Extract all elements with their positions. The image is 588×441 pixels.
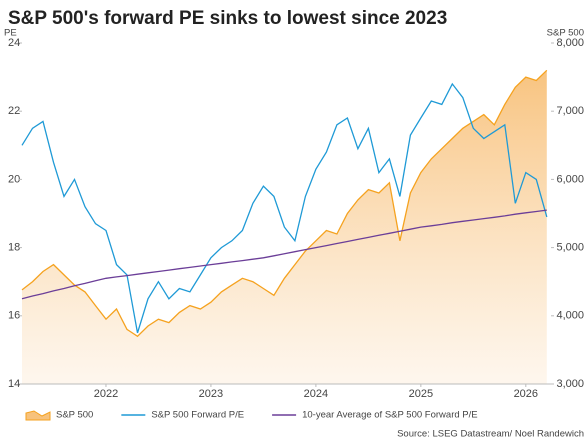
y2-tick-label: 8,000 bbox=[556, 37, 584, 49]
line bbox=[21, 69, 548, 338]
y-tick-label: 14 bbox=[8, 378, 20, 390]
legend-label: S&P 500 bbox=[56, 410, 93, 421]
legend-label: 10-year Average of S&P 500 Forward P/E bbox=[302, 410, 478, 421]
x-tick-label: 2023 bbox=[199, 388, 223, 400]
y2-axis-label: S&P 500 bbox=[547, 28, 584, 39]
area bbox=[22, 70, 547, 385]
x-tick-label: 2024 bbox=[304, 388, 328, 400]
y2-tick-label: 5,000 bbox=[556, 242, 584, 254]
legend-swatch bbox=[25, 410, 51, 421]
chart-title: S&P 500's forward PE sinks to lowest sin… bbox=[8, 8, 447, 29]
x-tick-label: 2025 bbox=[409, 388, 433, 400]
line bbox=[21, 82, 548, 334]
y2-tick-label: 3,000 bbox=[556, 378, 584, 390]
y2-tick-label: 6,000 bbox=[556, 173, 584, 185]
y-tick-label: 16 bbox=[8, 310, 20, 322]
y2-tick-label: 4,000 bbox=[556, 310, 584, 322]
x-tick-label: 2026 bbox=[514, 388, 538, 400]
y-tick-label: 18 bbox=[8, 242, 20, 254]
x-tick-label: 2022 bbox=[94, 388, 118, 400]
legend-label: S&P 500 Forward P/E bbox=[151, 410, 244, 421]
y2-tick-label: 7,000 bbox=[556, 105, 584, 117]
source: Source: LSEG Datastream/ Noel Randewich bbox=[397, 429, 584, 440]
y-tick-label: 22 bbox=[8, 105, 20, 117]
y-tick-label: 20 bbox=[8, 173, 20, 185]
line bbox=[21, 209, 547, 300]
y-tick-label: 24 bbox=[8, 37, 20, 49]
y-axis-label: PE bbox=[4, 28, 17, 39]
